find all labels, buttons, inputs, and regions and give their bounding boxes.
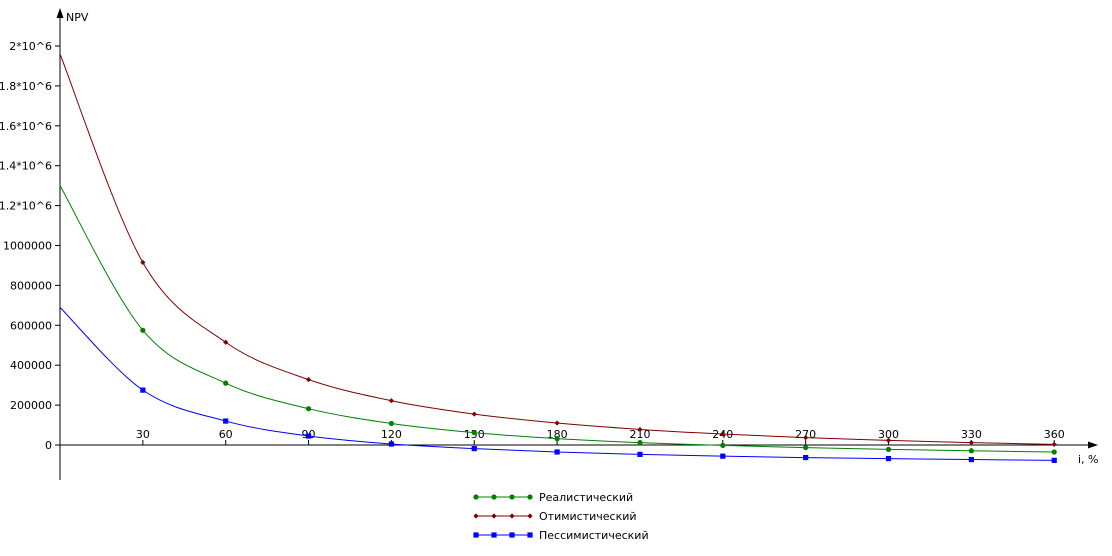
ticks: 0 200000 400000 600000 800000 1000000 1.2*10^6… (0, 40, 1065, 452)
data-point (885, 437, 892, 444)
data-point (968, 448, 974, 454)
legend-marker (473, 513, 479, 519)
y-tick-label: 800000 (10, 279, 52, 292)
y-tick-label: 600000 (10, 319, 52, 332)
legend-marker (509, 513, 515, 519)
data-point (803, 444, 809, 451)
legend-marker (491, 513, 497, 519)
data-point (388, 398, 395, 404)
legend-marker (473, 532, 479, 538)
legend-label: Пессимистический (539, 529, 649, 542)
x-tick-label: 330 (961, 428, 982, 441)
data-point (223, 339, 229, 345)
y-axis-arrow-icon (56, 8, 64, 18)
series-1 (59, 53, 1057, 448)
x-axis-title: i, % (1078, 453, 1099, 466)
data-point (1051, 441, 1057, 448)
legend-item: Реалистический (473, 491, 633, 504)
data-point (885, 446, 892, 452)
legend-label: Отимистический (539, 510, 637, 523)
legend-marker (527, 513, 533, 519)
data-point (388, 441, 395, 447)
y-tick-label: 1000000 (3, 240, 52, 253)
data-point (720, 453, 726, 459)
data-point (554, 449, 560, 455)
data-point (223, 380, 229, 386)
x-axis-arrow-icon (1088, 441, 1098, 449)
x-tick-label: 210 (629, 428, 650, 441)
legend: Реалистический Отимистический Пессимистиче… (473, 491, 649, 542)
data-point (885, 455, 892, 462)
data-point (968, 440, 974, 446)
x-tick-label: 30 (136, 428, 150, 441)
y-tick-label: 1.2*10^6 (0, 200, 52, 213)
series-line (59, 53, 1055, 445)
data-point (637, 451, 643, 457)
data-point (1051, 449, 1057, 455)
y-tick-label: 400000 (10, 359, 52, 372)
data-point (968, 456, 974, 463)
data-point (554, 420, 560, 426)
legend-item: Пессимистический (473, 529, 649, 542)
x-tick-label: 60 (219, 428, 233, 441)
legend-marker (509, 494, 515, 500)
y-tick-label: 1.6*10^6 (0, 120, 52, 133)
legend-marker (491, 532, 497, 538)
data-point (720, 442, 726, 448)
data-point (803, 435, 809, 441)
x-tick-label: 360 (1044, 428, 1065, 441)
legend-label: Реалистический (539, 491, 633, 504)
data-point (720, 431, 726, 437)
series-group (59, 53, 1057, 463)
data-point (140, 387, 146, 393)
legend-marker (527, 532, 533, 538)
data-point (388, 420, 395, 427)
data-point (554, 436, 560, 442)
x-tick-label: 120 (381, 428, 402, 441)
data-point (140, 259, 146, 266)
y-tick-label: 2*10^6 (9, 40, 52, 53)
data-point (305, 376, 312, 383)
x-tick-label: 300 (878, 428, 899, 441)
data-point (471, 411, 477, 417)
y-tick-label: 1.4*10^6 (0, 160, 52, 173)
legend-marker (509, 532, 515, 538)
legend-marker (473, 494, 479, 500)
data-point (637, 440, 643, 446)
series-0 (59, 185, 1057, 455)
data-point (305, 433, 312, 439)
legend-marker (491, 494, 497, 500)
data-point (223, 418, 229, 424)
data-point (637, 426, 643, 433)
legend-item: Отимистический (473, 510, 637, 523)
data-point (305, 406, 312, 412)
y-axis-title: NPV (66, 11, 89, 24)
x-tick-label: 180 (547, 428, 568, 441)
data-point (471, 430, 477, 436)
data-point (471, 445, 477, 452)
axes: NPV i, % (56, 8, 1099, 480)
y-tick-label: 0 (45, 439, 52, 452)
data-point (1051, 457, 1057, 463)
y-tick-label: 1.8*10^6 (0, 80, 52, 93)
y-tick-label: 200000 (10, 399, 52, 412)
data-point (803, 454, 809, 461)
data-point (140, 327, 146, 333)
series-line (59, 185, 1055, 453)
series-2 (59, 306, 1057, 463)
legend-marker (527, 494, 533, 500)
